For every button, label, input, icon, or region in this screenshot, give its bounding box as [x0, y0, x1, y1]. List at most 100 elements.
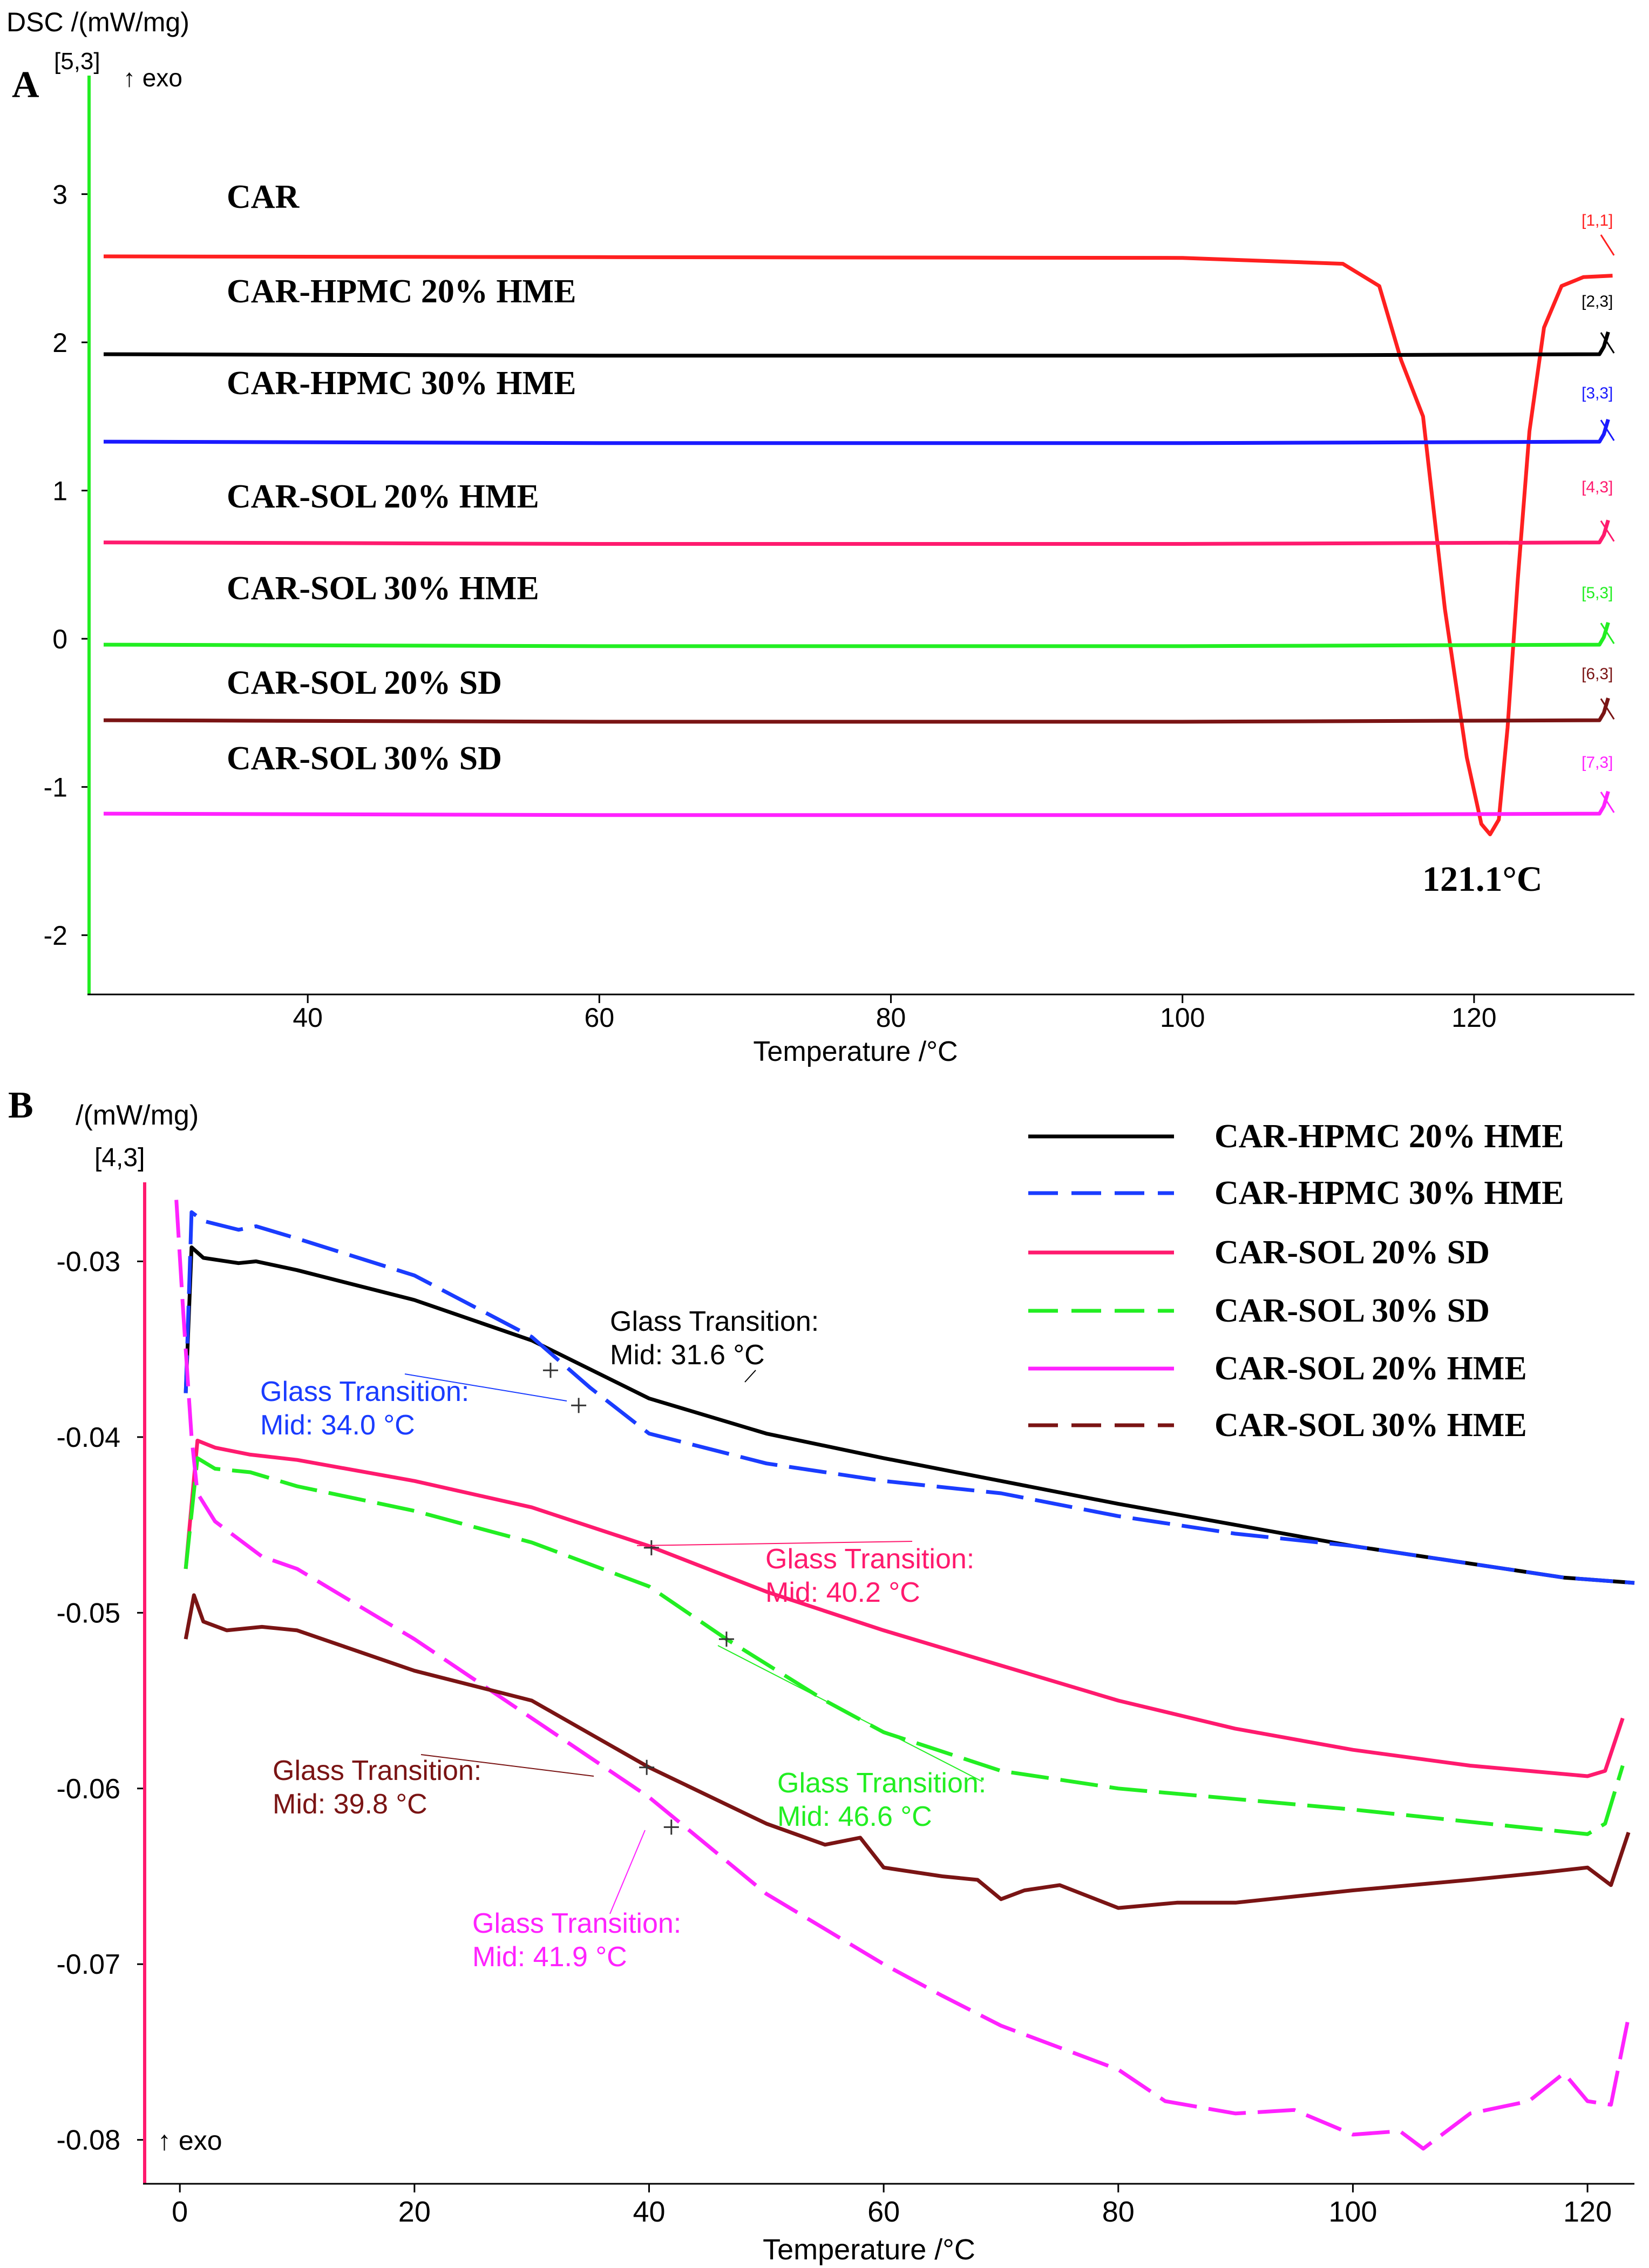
panel-b-y-tick-label: -0.07: [56, 1949, 120, 1980]
glass-transition-title: Glass Transition:: [610, 1306, 819, 1337]
panel-a-series-line: [103, 519, 1610, 546]
legend-label-hpmc30-hme: CAR-HPMC 30% HME: [1214, 1175, 1564, 1211]
glass-transition-leader: [404, 1373, 567, 1402]
panel-a-tag-sol30-sd: [7,3]: [1582, 754, 1613, 771]
panel-a-label-hpmc30-hme: CAR-HPMC 30% HME: [227, 365, 576, 402]
glass-transition-mid: Mid: 39.8 °C: [273, 1789, 427, 1820]
legend-label-sol20-hme: CAR-SOL 20% HME: [1214, 1350, 1527, 1387]
panel-b-series: [174, 1200, 1635, 2151]
panel-a-tag-leader: [1600, 698, 1615, 720]
panel-a-series-line: [103, 698, 1610, 724]
panel-a-series-line: [103, 790, 1610, 817]
panel-a-tag-sol30-hme: [5,3]: [1582, 584, 1613, 602]
panel-a-series-line: [103, 254, 1613, 836]
panel-a-label-car: CAR: [227, 179, 300, 215]
panel-a-tag-leader: [1600, 234, 1615, 256]
panel-a-x-tick-label: 100: [1160, 1003, 1205, 1033]
panel-b: B /(mW/mg) [4,3] ↑ exo -0.03-0.04-0.05-0…: [8, 1085, 1635, 2266]
panel-b-series-line: [184, 1245, 1635, 1585]
panel-b-series-line: [184, 1456, 1625, 1836]
panel-a-x-tick-label: 120: [1451, 1003, 1496, 1033]
panel-a-tag-leader: [1600, 622, 1615, 644]
glass-transition-leader: [420, 1754, 594, 1777]
panel-b-series-line: [174, 1200, 1631, 2151]
panel-a-tag-hpmc20: [2,3]: [1582, 293, 1613, 310]
panel-a-x-tick-label: 80: [876, 1003, 906, 1033]
panel-b-y-tick-label: -0.06: [56, 1773, 120, 1805]
panel-b-y-tick-label: -0.03: [56, 1246, 120, 1277]
panel-a-x-tick-label: 60: [585, 1003, 615, 1033]
panel-a-tag-leader: [1600, 419, 1615, 441]
panel-a-y-tick-label: 2: [52, 328, 67, 358]
panel-a-y-tick-label: 0: [52, 624, 67, 654]
panel-b-y-axis-title: /(mW/mg): [76, 1100, 199, 1131]
glass-transition-title: Glass Transition:: [765, 1543, 974, 1575]
panel-a-y-tick-labels: 3 2 1 0 -1 -2: [44, 180, 67, 951]
legend-label-sol20-sd: CAR-SOL 20% SD: [1214, 1234, 1490, 1271]
panel-b-x-axis-title: Temperature /°C: [763, 2233, 975, 2266]
panel-b-y-tick-labels: -0.03 -0.04 -0.05 -0.06 -0.07 -0.08: [56, 1246, 120, 2156]
panel-a: DSC /(mW/mg) A [5,3] ↑ exo 3 2 1 0 -1 -2 40 60…: [6, 7, 1634, 1067]
legend-label-sol30-sd: CAR-SOL 30% SD: [1214, 1292, 1490, 1329]
panel-a-y-tick-label: 1: [52, 476, 67, 506]
legend-label-hpmc20-hme: CAR-HPMC 20% HME: [1214, 1118, 1564, 1155]
panel-a-tag-leader: [1600, 791, 1615, 813]
panel-b-x-tick-label: 120: [1563, 2196, 1612, 2228]
panel-a-label-sol20-hme: CAR-SOL 20% HME: [227, 478, 539, 515]
panel-a-x-tick-label: 40: [293, 1003, 323, 1033]
glass-transition-title: Glass Transition:: [273, 1755, 481, 1786]
glass-transition-mid: Mid: 41.9 °C: [472, 1941, 627, 1973]
panel-a-ticks: [82, 193, 1475, 1003]
glass-transition-mid: Mid: 46.6 °C: [777, 1801, 932, 1832]
glass-transition-mid: Mid: 40.2 °C: [765, 1577, 920, 1608]
panel-a-tag-car: [1,1]: [1582, 212, 1613, 229]
panel-b-x-tick-label: 20: [398, 2196, 431, 2228]
panel-b-x-tick-labels: 0 20 40 60 80 100 120: [172, 2196, 1612, 2228]
panel-a-series: [103, 234, 1615, 836]
glass-transition-leader: [636, 1541, 913, 1546]
panel-a-peak-annotation: 121.1°C: [1422, 859, 1543, 899]
glass-transition-mid: Mid: 31.6 °C: [610, 1339, 765, 1371]
panel-a-y-tick-label: -2: [44, 920, 67, 951]
panel-b-y-tick-label: -0.05: [56, 1597, 120, 1629]
panel-a-series-line: [103, 331, 1610, 358]
panel-b-letter: B: [8, 1085, 33, 1126]
panel-b-y-tick-label: -0.04: [56, 1422, 120, 1453]
panel-b-x-tick-label: 80: [1102, 2196, 1135, 2228]
panel-a-tag-hpmc30: [3,3]: [1582, 384, 1613, 402]
panel-b-x-tick-label: 60: [867, 2196, 900, 2228]
legend-label-sol30-hme: CAR-SOL 30% HME: [1214, 1407, 1527, 1444]
panel-b-x-tick-label: 0: [172, 2196, 188, 2228]
panel-a-tag-leader: [1600, 520, 1615, 542]
panel-b-exo-label: ↑ exo: [158, 2125, 222, 2156]
panel-a-letter: A: [12, 64, 39, 106]
panel-a-y-marker: [5,3]: [54, 48, 100, 75]
panel-b-series-line: [184, 1438, 1625, 1778]
panel-a-label-sol30-sd: CAR-SOL 30% SD: [227, 740, 502, 777]
glass-transition-mid: Mid: 34.0 °C: [260, 1410, 415, 1441]
panel-b-x-tick-label: 100: [1328, 2196, 1377, 2228]
glass-transition-title: Glass Transition:: [260, 1376, 469, 1407]
panel-a-y-tick-label: -1: [44, 773, 67, 803]
panel-b-series-line: [184, 1210, 1635, 1585]
panel-b-x-tick-label: 40: [633, 2196, 665, 2228]
panel-b-y-marker: [4,3]: [94, 1143, 145, 1172]
panel-a-label-hpmc20-hme: CAR-HPMC 20% HME: [227, 273, 576, 310]
panel-a-x-axis-title: Temperature /°C: [753, 1036, 958, 1067]
panel-a-label-sol30-hme: CAR-SOL 30% HME: [227, 570, 539, 607]
glass-transition-title: Glass Transition:: [777, 1768, 986, 1799]
panel-b-y-tick-label: -0.08: [56, 2125, 120, 2156]
panel-a-exo-label: ↑ exo: [123, 64, 182, 92]
panel-b-legend: CAR-HPMC 20% HME CAR-HPMC 30% HME CAR-SO…: [1028, 1118, 1564, 1444]
panel-a-y-tick-label: 3: [52, 180, 67, 210]
panel-a-label-sol20-sd: CAR-SOL 20% SD: [227, 665, 502, 701]
panel-a-tag-leader: [1600, 332, 1615, 354]
panel-b-series-line: [184, 1593, 1631, 1910]
panel-a-x-tick-labels: 40 60 80 100 120: [293, 1003, 1496, 1033]
glass-transition-leader: [744, 1370, 756, 1383]
panel-a-tag-sol20-sd: [6,3]: [1582, 665, 1613, 683]
glass-transition-title: Glass Transition:: [472, 1908, 681, 1939]
panel-a-y-axis-title: DSC /(mW/mg): [6, 7, 189, 37]
